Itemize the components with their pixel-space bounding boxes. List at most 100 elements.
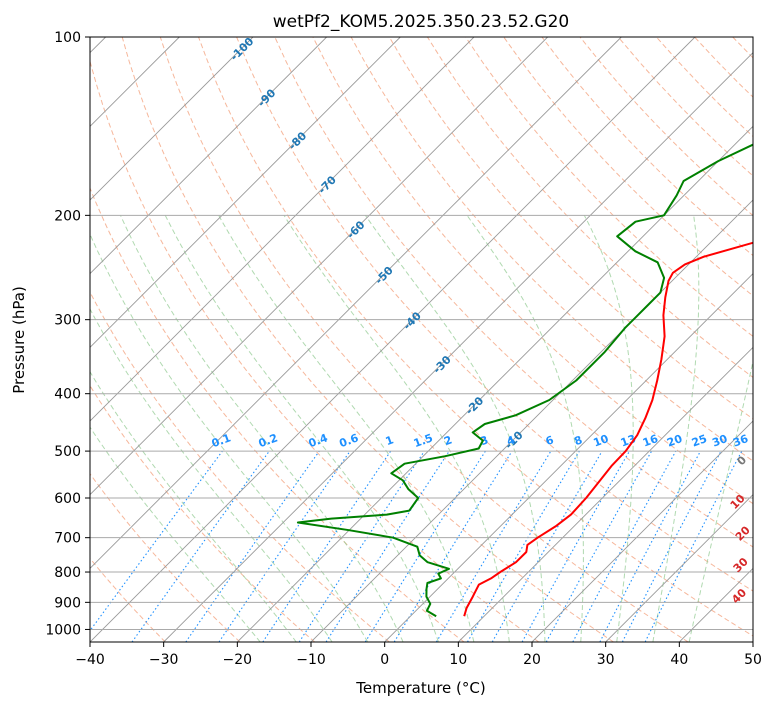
mixing-ratio-line xyxy=(545,450,653,642)
plot-frame xyxy=(89,36,754,643)
mixing-ratio-line xyxy=(521,450,630,642)
y-axis-label: Pressure (hPa) xyxy=(10,286,28,394)
isotherm-line xyxy=(90,37,254,201)
x-tick-label: −40 xyxy=(75,652,105,668)
dry-adiabat-line xyxy=(90,557,166,642)
mixing-ratio-line xyxy=(90,450,223,632)
x-tick-label: 20 xyxy=(523,652,541,668)
y-tick-label: 600 xyxy=(54,491,81,507)
mixing-ratio-label: 0.1 xyxy=(210,431,233,450)
profile-series xyxy=(296,143,753,618)
x-tick-label: −10 xyxy=(296,652,326,668)
isotherm-line xyxy=(163,52,753,642)
isotherm-line xyxy=(310,199,753,642)
isotherm-line xyxy=(90,37,696,642)
dry-adiabat-line xyxy=(90,291,390,642)
y-tick-label: 400 xyxy=(54,387,81,403)
isotherms xyxy=(90,37,753,642)
x-tick-label: 50 xyxy=(744,652,762,668)
mixing-ratio-label: 25 xyxy=(690,432,709,449)
moist-adiabat-line xyxy=(283,215,510,642)
x-tick-label: −30 xyxy=(149,652,179,668)
isotherm-line xyxy=(90,37,327,275)
isotherm-line xyxy=(384,273,753,642)
x-tick-label: 10 xyxy=(449,652,467,668)
y-tick-label: 500 xyxy=(54,444,81,460)
mixing-ratio-label: 8 xyxy=(572,433,584,448)
mixing-ratio-label: 0.4 xyxy=(307,431,330,450)
isotherm-line xyxy=(90,37,622,569)
dry-adiabat-line xyxy=(236,37,753,592)
dry-adiabat-line xyxy=(426,37,753,378)
moist-adiabats xyxy=(90,215,753,642)
dry-adiabat-line xyxy=(90,59,540,642)
mixing-ratio-label: 20 xyxy=(665,432,684,450)
moist-adiabat-line xyxy=(583,215,634,642)
mixing-ratio-label: 36 xyxy=(731,432,750,450)
dry-adiabat-line xyxy=(90,186,465,642)
mixing-ratio-label: 4 xyxy=(505,433,517,448)
y-axis: 100 200 300 400 500 600 700 800 900 1000 xyxy=(45,30,90,638)
mixing-ratio-label: 2 xyxy=(442,433,454,448)
mixing-ratio-line xyxy=(572,450,677,642)
y-tick-label: 1000 xyxy=(45,622,81,638)
dry-adiabat-line xyxy=(274,37,753,548)
dry-adiabat-line xyxy=(90,384,316,642)
dry-adiabat-line xyxy=(503,37,753,297)
mixing-ratio-label: 1.5 xyxy=(412,431,435,450)
mixing-ratio-label: 3 xyxy=(478,433,490,448)
mixing-ratio-label: 0.6 xyxy=(338,431,361,450)
dry-adiabat-line xyxy=(350,37,753,462)
mixing-ratio-label: 13 xyxy=(619,432,638,449)
isotherm-line xyxy=(458,346,753,642)
isotherm-line xyxy=(90,37,475,422)
mixing-ratio-lines xyxy=(90,450,743,642)
mixing-ratio-label: 16 xyxy=(641,432,660,450)
mixing-ratio-label: 6 xyxy=(544,433,556,448)
y-tick-label: 800 xyxy=(54,565,81,581)
y-tick-label: 900 xyxy=(54,595,81,611)
mixing-ratio-line xyxy=(393,450,513,642)
mixing-ratio-line xyxy=(325,450,450,642)
moist-adiabat-line xyxy=(120,215,404,642)
mixing-ratio-labels: 0.1 0.2 0.4 0.6 1 1.5 2 3 4 6 8 10 13 16 20 25 30 36 xyxy=(210,431,750,450)
isotherm-line xyxy=(237,125,753,642)
isotherm-line xyxy=(90,37,548,496)
mixing-ratio-line xyxy=(131,450,270,642)
mixing-ratio-label: 1 xyxy=(384,433,396,448)
y-tick-label: 100 xyxy=(54,30,81,46)
moist-adiabat-line xyxy=(90,426,261,642)
y-tick-label: 300 xyxy=(54,313,81,329)
moist-adiabat-line xyxy=(652,215,700,642)
x-tick-label: 30 xyxy=(597,652,615,668)
mixing-ratio-line xyxy=(262,450,392,642)
dry-adiabat-line xyxy=(121,37,614,642)
x-axis: −40 −30 −20 −10 0 10 20 30 40 50 xyxy=(75,642,762,668)
dewpoint-line xyxy=(296,143,753,618)
chart-title: wetPf2_KOM5.2025.350.23.52.G20 xyxy=(273,12,569,32)
moist-adiabat-line xyxy=(164,215,439,642)
isotherm-line xyxy=(605,494,753,642)
mixing-ratio-line xyxy=(218,450,351,642)
mixing-ratio-line xyxy=(185,450,320,642)
moist-adiabat-line xyxy=(364,215,546,642)
x-tick-label: 0 xyxy=(380,652,389,668)
moist-adiabat-line xyxy=(90,232,369,642)
dry-adiabat-line xyxy=(90,472,241,642)
mixing-ratio-label: 30 xyxy=(710,432,729,450)
y-tick-label: 700 xyxy=(54,531,81,547)
mixing-ratio-label: 10 xyxy=(592,432,611,450)
mixing-ratio-line xyxy=(298,450,425,642)
isotherm-line xyxy=(531,420,753,642)
x-axis-label: Temperature (°C) xyxy=(355,679,485,697)
dry-adiabats xyxy=(90,37,753,642)
moist-adiabat-line xyxy=(90,370,297,642)
isotherm-line xyxy=(90,37,401,348)
pressure-gridlines xyxy=(90,37,753,630)
dry-adiabat-line xyxy=(198,37,753,637)
temperature-line xyxy=(463,241,753,617)
y-tick-label: 200 xyxy=(54,208,81,224)
x-tick-label: 40 xyxy=(670,652,688,668)
